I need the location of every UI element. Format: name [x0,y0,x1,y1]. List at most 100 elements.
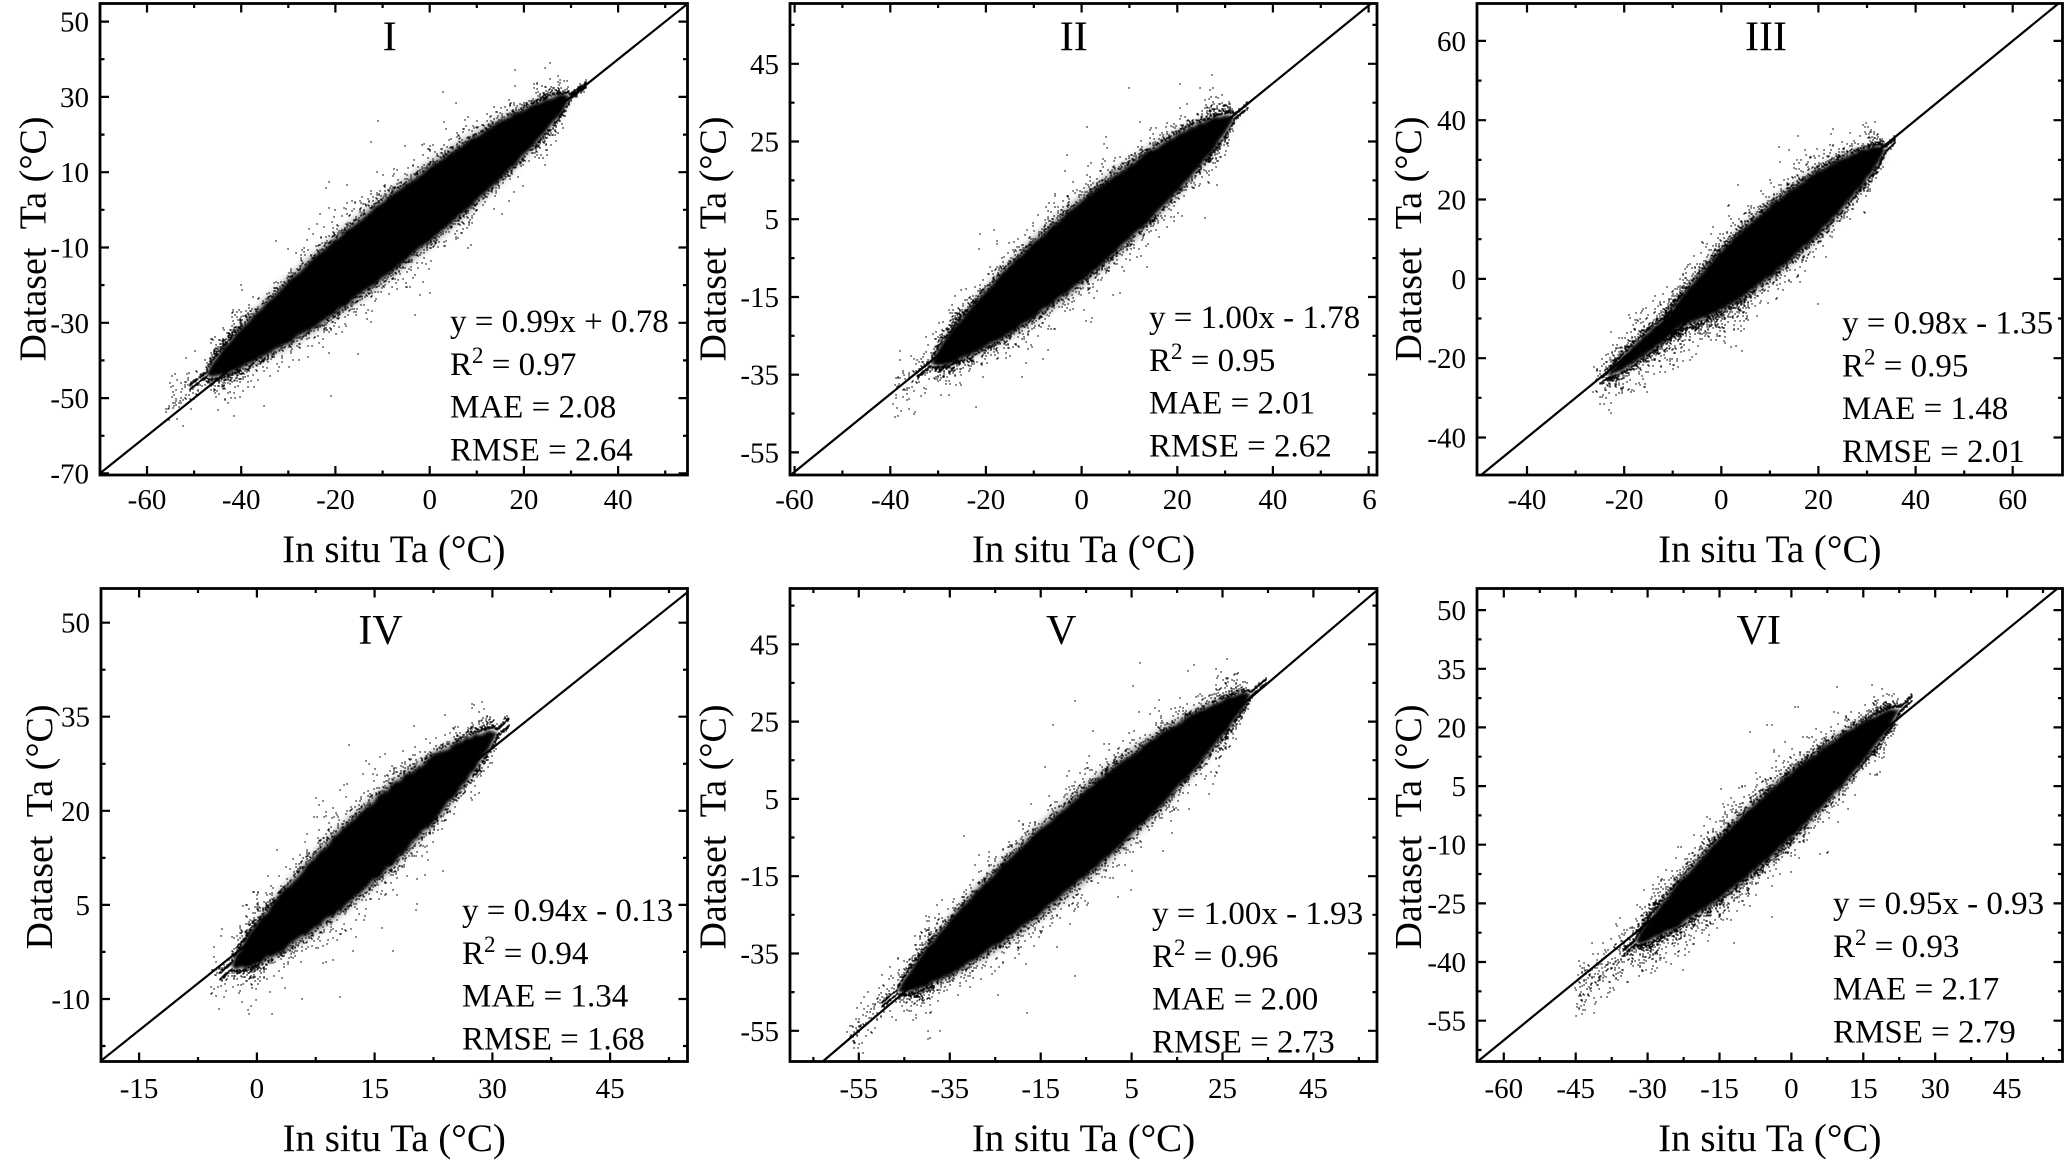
svg-text:y = 1.00x - 1.78: y = 1.00x - 1.78 [1149,300,1360,336]
svg-text:-20: -20 [1605,484,1644,516]
svg-text:0: 0 [1074,484,1089,516]
svg-text:-15: -15 [740,282,779,314]
svg-text:-15: -15 [740,861,779,893]
svg-text:0: 0 [250,1073,265,1105]
svg-text:60: 60 [1437,26,1466,58]
svg-text:20: 20 [1804,484,1833,516]
svg-text:-55: -55 [740,437,779,469]
svg-text:MAE = 1.48: MAE = 1.48 [1842,391,2008,427]
svg-text:MAE = 2.08: MAE = 2.08 [450,390,616,426]
svg-text:5: 5 [765,204,780,236]
svg-text:40: 40 [604,484,633,516]
svg-text:y = 0.95x - 0.93: y = 0.95x - 0.93 [1833,886,2044,922]
svg-text:30: 30 [60,82,89,114]
svg-text:y = 0.99x + 0.78: y = 0.99x + 0.78 [450,304,669,340]
svg-text:-55: -55 [1427,1006,1466,1038]
svg-text:-15: -15 [1021,1073,1060,1105]
svg-text:MAE = 2.17: MAE = 2.17 [1833,972,1999,1008]
svg-text:R2 = 0.95: R2 = 0.95 [1842,344,1968,384]
svg-text:Dataset Ta (°C): Dataset Ta (°C) [13,116,55,361]
svg-text:In situ Ta (°C): In situ Ta (°C) [282,528,505,571]
svg-text:II: II [1060,15,1088,61]
svg-text:0: 0 [1784,1073,1799,1105]
svg-text:-20: -20 [1427,343,1466,375]
svg-text:In situ Ta (°C): In situ Ta (°C) [972,1117,1195,1160]
svg-text:RMSE = 2.64: RMSE = 2.64 [450,432,633,468]
svg-text:-45: -45 [1556,1073,1595,1105]
svg-text:45: 45 [596,1073,625,1105]
svg-text:-60: -60 [128,484,167,516]
svg-text:Dataset Ta (°C): Dataset Ta (°C) [693,116,735,361]
svg-text:-30: -30 [1628,1073,1667,1105]
svg-text:35: 35 [1437,654,1466,686]
svg-text:10: 10 [60,157,89,189]
svg-text:20: 20 [509,484,538,516]
svg-text:5: 5 [765,784,780,816]
svg-text:-40: -40 [1427,947,1466,979]
svg-text:0: 0 [1714,484,1729,516]
svg-text:Dataset Ta (°C): Dataset Ta (°C) [1388,704,1430,949]
svg-text:0: 0 [422,484,437,516]
svg-text:R2 = 0.95: R2 = 0.95 [1149,339,1275,379]
svg-text:30: 30 [478,1073,507,1105]
svg-text:-40: -40 [222,484,261,516]
svg-text:-60: -60 [775,484,814,516]
svg-text:RMSE = 2.01: RMSE = 2.01 [1842,434,2025,470]
svg-text:40: 40 [1437,105,1466,137]
svg-text:R2 = 0.93: R2 = 0.93 [1833,925,1959,965]
svg-text:5: 5 [1452,771,1467,803]
svg-text:In situ Ta (°C): In situ Ta (°C) [1658,528,1881,571]
svg-text:MAE = 1.34: MAE = 1.34 [462,979,628,1015]
svg-text:-10: -10 [51,984,90,1016]
svg-text:25: 25 [750,127,779,159]
svg-text:45: 45 [1299,1073,1328,1105]
svg-text:-50: -50 [50,383,89,415]
svg-text:RMSE = 2.62: RMSE = 2.62 [1149,428,1332,464]
svg-text:R2 = 0.94: R2 = 0.94 [462,932,588,972]
svg-text:0: 0 [1452,264,1467,296]
svg-text:-35: -35 [930,1073,969,1105]
svg-text:-40: -40 [1427,423,1466,455]
svg-text:50: 50 [61,608,90,640]
svg-text:30: 30 [1921,1073,1950,1105]
svg-text:R2 = 0.96: R2 = 0.96 [1152,935,1278,975]
svg-text:RMSE = 1.68: RMSE = 1.68 [462,1021,645,1057]
svg-text:25: 25 [750,707,779,739]
svg-text:In situ Ta (°C): In situ Ta (°C) [972,528,1195,571]
svg-text:40: 40 [1901,484,1930,516]
svg-text:-20: -20 [967,484,1006,516]
svg-text:-40: -40 [871,484,910,516]
svg-text:-10: -10 [50,233,89,265]
svg-text:-20: -20 [316,484,355,516]
svg-text:-25: -25 [1427,888,1466,920]
svg-text:20: 20 [61,796,90,828]
svg-text:V: V [1046,608,1076,654]
svg-text:45: 45 [750,629,779,661]
svg-text:I: I [383,15,397,61]
svg-text:20: 20 [1437,712,1466,744]
svg-text:In situ Ta (°C): In situ Ta (°C) [283,1117,506,1160]
svg-text:50: 50 [1437,595,1466,627]
svg-text:50: 50 [60,7,89,39]
svg-text:Dataset Ta (°C): Dataset Ta (°C) [693,704,735,949]
svg-text:15: 15 [1849,1073,1878,1105]
svg-text:-15: -15 [120,1073,159,1105]
svg-text:-55: -55 [839,1073,878,1105]
svg-text:-60: -60 [1484,1073,1523,1105]
svg-text:-10: -10 [1427,830,1466,862]
svg-text:-35: -35 [740,360,779,392]
svg-text:-40: -40 [1508,484,1547,516]
svg-text:y = 0.98x - 1.35: y = 0.98x - 1.35 [1842,306,2053,342]
svg-text:-35: -35 [740,939,779,971]
svg-text:60: 60 [1998,484,2027,516]
svg-text:20: 20 [1163,484,1192,516]
svg-text:15: 15 [360,1073,389,1105]
svg-text:RMSE = 2.79: RMSE = 2.79 [1833,1014,2016,1050]
svg-text:MAE = 2.01: MAE = 2.01 [1149,386,1315,422]
svg-text:45: 45 [1993,1073,2022,1105]
svg-text:VI: VI [1737,608,1781,654]
svg-text:y = 0.94x - 0.13: y = 0.94x - 0.13 [462,893,673,929]
svg-text:R2 = 0.97: R2 = 0.97 [450,343,576,383]
svg-text:40: 40 [1258,484,1287,516]
svg-text:-55: -55 [740,1016,779,1048]
